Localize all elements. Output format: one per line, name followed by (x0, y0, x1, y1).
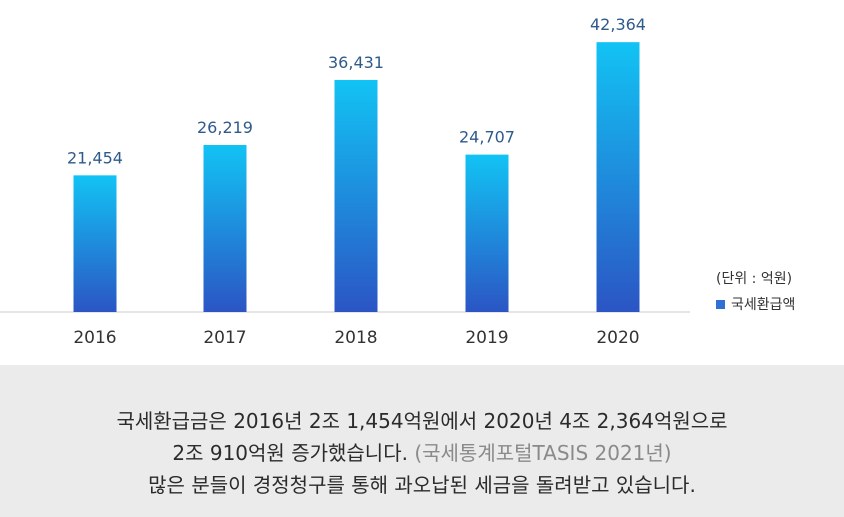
x-tick-label-2018: 2018 (334, 328, 377, 348)
data-label-2017: 26,219 (197, 118, 253, 137)
data-label-2018: 36,431 (328, 53, 384, 72)
legend-label: 국세환급액 (731, 297, 796, 313)
bar-chart: 21,454 2016 26,219 2017 36,431 2018 24,707 2019… (0, 15, 690, 348)
caption-line-1: 국세환급금은 2016년 2조 1,454억원에서 2020년 4조 2,364… (116, 409, 728, 433)
legend: 국세환급액 (716, 294, 795, 314)
data-label-2019: 24,707 (459, 128, 515, 147)
caption-source: (국세통계포털TASIS 2021년) (414, 441, 672, 465)
unit-label: (단위 : 억원) (716, 271, 793, 287)
caption-line-2-main: 2조 910억원 증가했습니다. (172, 441, 408, 465)
caption-panel: 국세환급금은 2016년 2조 1,454억원에서 2020년 4조 2,364… (0, 365, 844, 517)
data-label-2020: 42,364 (590, 15, 646, 34)
x-tick-label-2019: 2019 (465, 328, 508, 348)
bar-2020 (596, 42, 640, 313)
x-tick-label-2020: 2020 (596, 328, 639, 348)
legend-swatch (716, 299, 725, 309)
caption-line-3: 많은 분들이 경정청구를 통해 과오납된 세금을 돌려받고 있습니다. (148, 473, 696, 497)
bar-2019 (465, 154, 509, 312)
x-tick-label-2017: 2017 (203, 328, 246, 348)
bar-2018 (334, 79, 378, 312)
caption-line-2: 2조 910억원 증가했습니다. (국세통계포털TASIS 2021년) (0, 437, 844, 469)
chart-area: 21,454 2016 26,219 2017 36,431 2018 24,707 2019… (0, 15, 795, 348)
bar-2016 (73, 175, 117, 312)
data-label-2016: 21,454 (67, 148, 123, 167)
bar-2017 (203, 144, 247, 312)
x-tick-label-2016: 2016 (73, 328, 116, 348)
